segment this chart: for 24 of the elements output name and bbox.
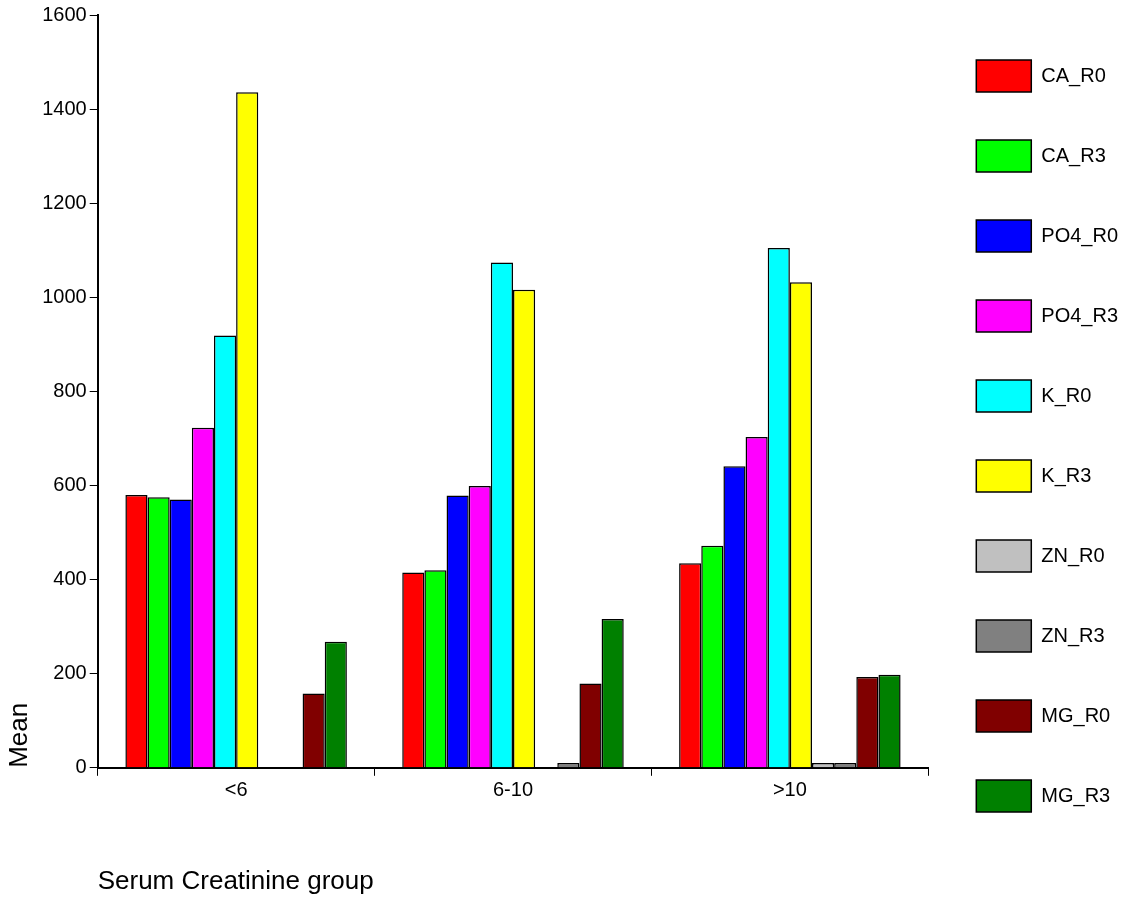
- legend-label: K_R0: [1041, 383, 1092, 407]
- y-axis-title: Mean: [2, 702, 33, 768]
- x-axis-title: Serum Creatinine group: [97, 864, 374, 895]
- legend-label: K_R3: [1041, 463, 1092, 487]
- x-tick-label: 6-10: [492, 778, 534, 801]
- y-tick-label: 1200: [42, 190, 87, 213]
- x-tick-label: <6: [224, 778, 248, 801]
- y-tick-label: 200: [53, 661, 87, 684]
- y-tick-label: 600: [53, 473, 87, 496]
- legend-label: MG_R3: [1041, 783, 1111, 807]
- legend-label: PO4_R3: [1041, 303, 1119, 327]
- y-tick-label: 1000: [42, 284, 87, 307]
- y-tick-label: 1400: [42, 96, 87, 119]
- x-tick-label: >10: [772, 778, 807, 801]
- legend-label: PO4_R0: [1041, 223, 1119, 247]
- legend-label: CA_R3: [1041, 143, 1106, 167]
- legend-label: ZN_R3: [1041, 623, 1105, 647]
- legend-label: ZN_R0: [1041, 543, 1105, 567]
- legend-label: CA_R0: [1041, 63, 1106, 87]
- y-tick-label: 1600: [42, 2, 87, 25]
- y-tick-label: 400: [53, 567, 87, 590]
- y-tick-label: 0: [75, 755, 87, 778]
- legend-label: MG_R0: [1041, 703, 1111, 727]
- y-tick-label: 800: [53, 378, 87, 401]
